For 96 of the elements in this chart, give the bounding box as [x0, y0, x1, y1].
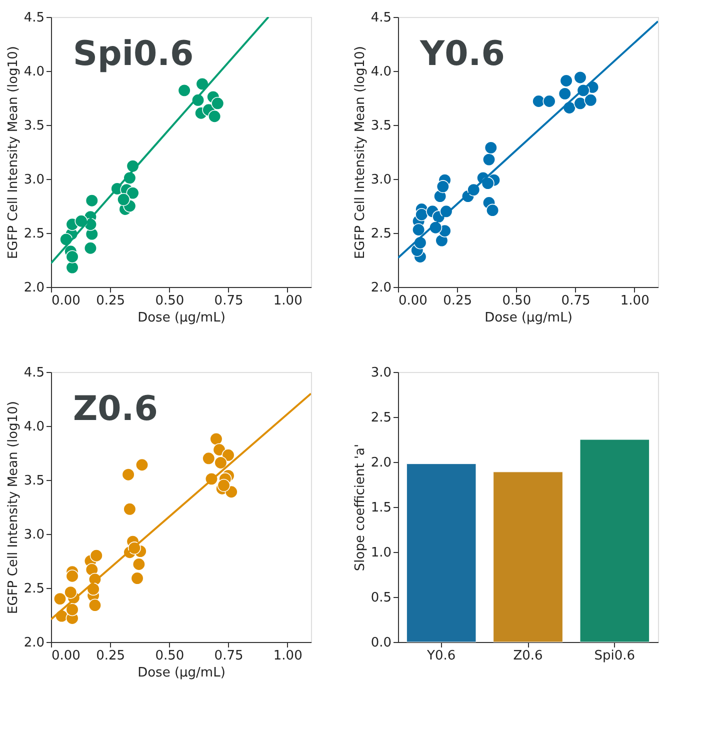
y-tick-label: 2.0: [24, 280, 44, 296]
point: [558, 87, 572, 100]
annotation: Y0.6: [419, 34, 505, 74]
point: [412, 223, 426, 236]
point: [208, 110, 222, 123]
point: [560, 74, 573, 88]
point: [126, 186, 140, 200]
point: [88, 598, 102, 612]
point: [202, 452, 216, 465]
y-tick-label: 3.5: [370, 118, 392, 134]
x-tick-label: 1.00: [620, 294, 650, 308]
point: [210, 432, 223, 446]
x-axis-title: Dose (µg/mL): [484, 310, 572, 326]
point: [130, 572, 144, 585]
y-tick-label: 2.0: [370, 280, 392, 296]
y-tick-label: 4.5: [24, 10, 44, 26]
y-tick-label: 2.0: [370, 456, 392, 470]
y-axis-title: EGFP Cell Intensity Mean (log10): [6, 401, 21, 614]
point: [484, 141, 498, 154]
annotation: Spi0.6: [73, 34, 194, 74]
y-tick-label: 4.0: [370, 64, 392, 80]
point: [214, 456, 228, 470]
point: [178, 84, 191, 97]
x-tick-label: 0.25: [443, 294, 472, 308]
x-tick-label: 0.75: [214, 294, 244, 308]
y-tick-label: 2.5: [24, 226, 44, 242]
x-tick-label: Y0.6: [426, 648, 456, 664]
bar: [493, 472, 563, 642]
x-axis-title: Dose (µg/mL): [138, 666, 226, 680]
x-tick-label: 0.00: [52, 648, 80, 664]
y-tick-label: 4.0: [24, 64, 44, 80]
point: [542, 94, 556, 108]
point: [84, 242, 97, 255]
x-tick-label: 0.50: [155, 648, 184, 664]
point: [64, 586, 78, 599]
point: [53, 592, 67, 606]
x-tick-label: 0.25: [96, 294, 126, 308]
y-axis-title: Slope coefficient 'a': [352, 444, 368, 572]
point: [66, 261, 79, 274]
bar: [406, 464, 476, 642]
point: [415, 208, 428, 222]
y-tick-label: 0.5: [370, 590, 392, 606]
x-tick-label: 0.75: [214, 648, 244, 664]
point: [532, 94, 546, 108]
point: [211, 96, 224, 110]
point: [66, 603, 79, 616]
y-tick-label: 4.5: [24, 366, 44, 380]
y-tick-label: 1.5: [370, 500, 392, 516]
y-tick-label: 0.0: [370, 636, 392, 650]
point: [123, 502, 136, 516]
y-tick-label: 3.0: [24, 172, 44, 188]
point: [217, 478, 230, 492]
x-tick-label: 0.50: [155, 294, 184, 308]
x-tick-label: 0.25: [96, 648, 126, 664]
x-tick-label: 0.00: [52, 294, 80, 308]
annotation: Z0.6: [73, 389, 158, 429]
point: [122, 468, 135, 482]
point: [486, 204, 500, 217]
point: [481, 176, 494, 190]
y-tick-label: 3.0: [370, 366, 392, 380]
y-tick-label: 3.5: [24, 474, 44, 488]
y-axis-title: EGFP Cell Intensity Mean (log10): [6, 46, 21, 259]
x-tick-label: 0.50: [502, 294, 532, 308]
point: [135, 458, 149, 472]
y-tick-label: 2.0: [24, 636, 44, 650]
point: [90, 549, 103, 562]
point: [212, 443, 226, 456]
y-tick-label: 2.5: [370, 226, 392, 242]
y-tick-label: 1.0: [370, 546, 392, 560]
point: [574, 96, 587, 110]
y-tick-label: 3.0: [24, 528, 44, 542]
y-tick-label: 4.5: [370, 10, 392, 26]
y-tick-label: 3.5: [24, 118, 44, 134]
x-axis-title: Dose (µg/mL): [138, 310, 226, 326]
y-tick-label: 2.5: [370, 410, 392, 426]
x-tick-label: 0.00: [398, 294, 428, 308]
point: [85, 194, 98, 208]
point: [66, 250, 79, 264]
x-tick-label: Spi0.6: [594, 648, 636, 664]
bar: [580, 439, 650, 642]
x-tick-label: 0.75: [561, 294, 590, 308]
point: [132, 558, 146, 571]
x-tick-label: 1.00: [273, 648, 302, 664]
x-tick-label: Z0.6: [513, 648, 543, 664]
point: [574, 70, 587, 84]
y-tick-label: 4.0: [24, 420, 44, 434]
y-axis-title: EGFP Cell Intensity Mean (log10): [352, 46, 368, 259]
point: [584, 94, 598, 107]
y-tick-label: 3.0: [370, 172, 392, 188]
x-tick-label: 1.00: [273, 294, 302, 308]
point: [117, 193, 130, 206]
point: [482, 153, 496, 166]
point: [222, 448, 235, 462]
point: [436, 180, 450, 194]
point: [66, 570, 79, 583]
y-tick-label: 2.5: [24, 582, 44, 596]
